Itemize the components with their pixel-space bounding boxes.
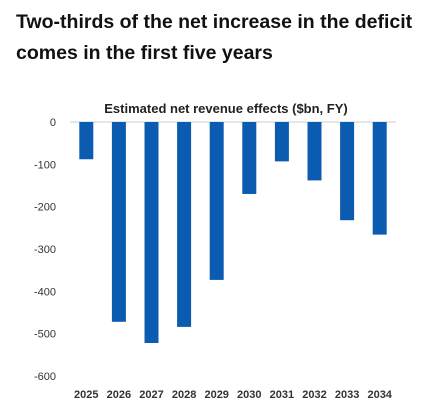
bar-2030 bbox=[242, 122, 257, 194]
x-tick-label: 2031 bbox=[270, 389, 294, 401]
bar-2027 bbox=[144, 122, 159, 343]
chart-title: Estimated net revenue effects ($bn, FY) bbox=[104, 101, 348, 116]
y-tick-label: 0 bbox=[50, 117, 56, 129]
bar-2026 bbox=[111, 122, 126, 322]
x-tick-label: 2033 bbox=[335, 389, 359, 401]
x-tick-label: 2028 bbox=[172, 389, 196, 401]
bar-2033 bbox=[340, 122, 355, 221]
y-tick-label: -600 bbox=[34, 371, 56, 383]
x-tick-label: 2032 bbox=[302, 389, 326, 401]
bar-2029 bbox=[209, 122, 224, 280]
bar-2028 bbox=[177, 122, 192, 327]
bar-2031 bbox=[274, 122, 289, 162]
x-tick-label: 2030 bbox=[237, 389, 261, 401]
x-tick-label: 2027 bbox=[139, 389, 163, 401]
y-axis: 0 -100 -200 -300 -400 -500 -600 bbox=[34, 117, 56, 383]
x-tick-label: 2026 bbox=[107, 389, 131, 401]
x-tick-label: 2029 bbox=[204, 389, 228, 401]
bars-group bbox=[79, 122, 387, 343]
x-tick-label: 2025 bbox=[74, 389, 98, 401]
chart-headline: Two-thirds of the net increase in the de… bbox=[16, 11, 413, 64]
x-tick-label: 2034 bbox=[367, 389, 392, 401]
bar-2034 bbox=[372, 122, 387, 235]
y-tick-label: -200 bbox=[34, 202, 56, 214]
x-axis: 2025 2026 2027 2028 2029 2030 2031 2032 2033 2034 bbox=[74, 389, 393, 401]
bar-2032 bbox=[307, 122, 322, 181]
bar-2025 bbox=[79, 122, 94, 160]
y-tick-label: -100 bbox=[34, 159, 56, 171]
y-tick-label: -400 bbox=[34, 286, 56, 298]
y-tick-label: -300 bbox=[34, 244, 56, 256]
y-tick-label: -500 bbox=[34, 329, 56, 341]
